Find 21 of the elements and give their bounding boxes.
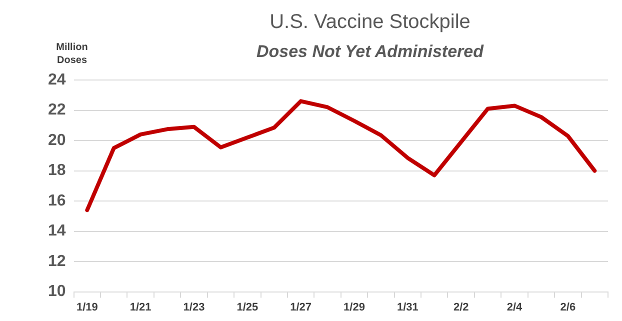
x-tick-label: 1/23 <box>183 301 205 314</box>
x-tick-label: 2/2 <box>453 301 469 314</box>
y-tick-label: 18 <box>48 162 66 180</box>
y-tick-label: 20 <box>48 132 66 149</box>
x-tick-label: 1/27 <box>290 301 312 314</box>
y-tick-label: 24 <box>48 71 66 88</box>
y-tick-label: 16 <box>48 192 66 210</box>
x-tick-label: 1/29 <box>344 301 365 314</box>
chart-title: U.S. Vaccine Stockpile <box>268 11 472 34</box>
chart-subtitle: Doses Not Yet Administered <box>255 42 485 62</box>
x-tick-label: 1/21 <box>130 301 152 314</box>
y-tick-label: 12 <box>48 252 66 270</box>
x-tick-label: 1/31 <box>396 301 418 314</box>
x-tick-label: 2/6 <box>560 301 576 314</box>
y-tick-label: 14 <box>48 222 66 240</box>
y-axis-title: Million Doses <box>55 41 89 67</box>
x-tick-label: 1/19 <box>76 301 98 314</box>
x-tick-label: 2/4 <box>506 301 524 314</box>
x-tick-label: 1/25 <box>236 301 258 314</box>
y-tick-label: 10 <box>48 283 66 300</box>
y-tick-label: 22 <box>48 102 66 119</box>
